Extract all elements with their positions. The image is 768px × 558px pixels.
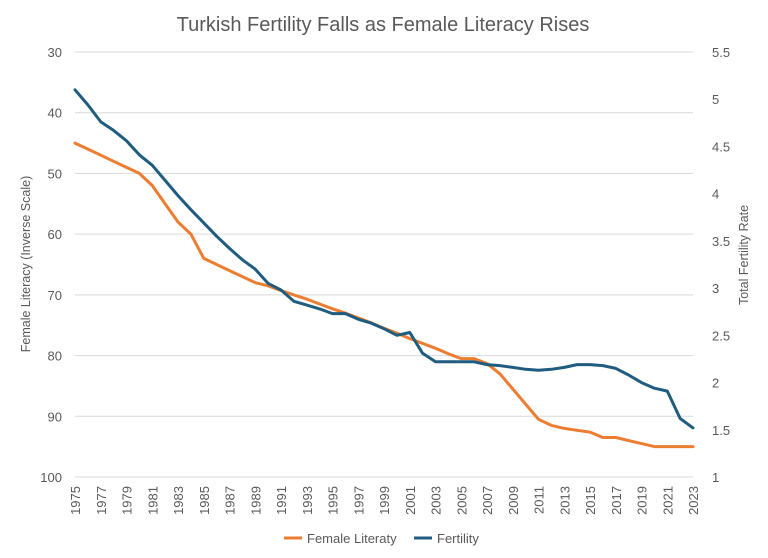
series-lines	[73, 88, 695, 449]
x-axis-ticks: 1975 1977 1979 1981 1983 1985 1987 1989 1991 1993…	[68, 486, 701, 515]
x-tick-label: 1993	[300, 486, 315, 515]
x-tick-label: 2019	[635, 486, 650, 515]
x-tick-label: 1999	[377, 486, 392, 515]
right-tick-label: 3.5	[712, 234, 730, 249]
x-tick-label: 2013	[557, 486, 572, 515]
legend-item-fertility: Fertility	[414, 531, 479, 546]
x-tick-label: 2023	[686, 486, 701, 515]
x-tick-label: 2015	[583, 486, 598, 515]
x-tick-label: 1995	[326, 486, 341, 515]
left-axis-ticks: 30 40 50 60 70 80 90 100	[40, 45, 62, 485]
right-tick-label: 4	[712, 187, 719, 202]
left-tick-label: 50	[48, 166, 62, 181]
right-tick-label: 2.5	[712, 328, 730, 343]
x-tick-label: 2005	[454, 486, 469, 515]
x-tick-label: 1981	[145, 486, 160, 515]
series-line-fertility	[73, 88, 695, 430]
x-tick-label: 2017	[609, 486, 624, 515]
right-tick-label: 1.5	[712, 423, 730, 438]
x-tick-label: 1983	[171, 486, 186, 515]
x-tick-label: 1979	[120, 486, 135, 515]
left-tick-label: 90	[48, 409, 62, 424]
right-tick-label: 5.5	[712, 45, 730, 60]
x-tick-label: 2007	[480, 486, 495, 515]
right-tick-label: 1	[712, 470, 719, 485]
left-tick-label: 80	[48, 349, 62, 364]
x-tick-label: 1975	[68, 486, 83, 515]
x-tick-label: 2001	[403, 486, 418, 515]
right-tick-label: 2	[712, 376, 719, 391]
gridlines	[75, 51, 693, 478]
x-tick-label: 1991	[274, 486, 289, 515]
x-tick-label: 2021	[660, 486, 675, 515]
x-tick-label: 2011	[532, 486, 547, 514]
right-tick-label: 3	[712, 281, 719, 296]
x-tick-label: 1987	[223, 486, 238, 515]
left-tick-label: 30	[48, 45, 62, 60]
x-tick-label: 1989	[248, 486, 263, 515]
right-tick-label: 4.5	[712, 139, 730, 154]
legend-label-female-literacy: Female Literaty	[307, 531, 397, 546]
left-tick-label: 100	[40, 470, 62, 485]
chart-title: Turkish Fertility Falls as Female Litera…	[177, 14, 590, 36]
left-tick-label: 60	[48, 227, 62, 242]
right-tick-label: 5	[712, 92, 719, 107]
legend-label-fertility: Fertility	[437, 531, 479, 546]
right-axis-title: Total Fertility Rate	[737, 205, 751, 305]
x-tick-label: 1977	[94, 486, 109, 515]
left-tick-label: 70	[48, 288, 62, 303]
x-tick-label: 1997	[351, 486, 366, 515]
x-tick-label: 1985	[197, 486, 212, 515]
left-tick-label: 40	[48, 106, 62, 121]
left-axis-title: Female Literacy (Inverse Scale)	[19, 176, 33, 352]
x-tick-label: 2009	[506, 486, 521, 515]
right-axis-ticks: 1 1.5 2 2.5 3 3.5 4 4.5 5 5.5	[712, 45, 730, 485]
legend: Female Literaty Fertility	[284, 531, 479, 546]
x-tick-label: 2003	[429, 486, 444, 515]
legend-item-female-literacy: Female Literaty	[284, 531, 397, 546]
